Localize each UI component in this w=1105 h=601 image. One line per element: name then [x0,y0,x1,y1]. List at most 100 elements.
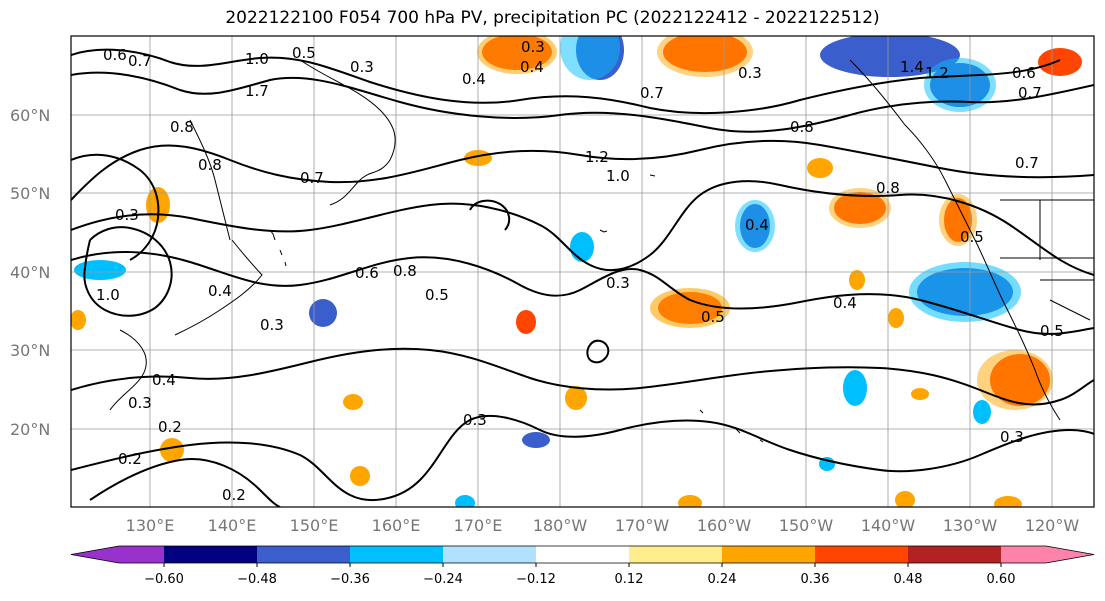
precip-patch [74,260,126,280]
colorbar-tick-label: −0.60 [144,572,184,587]
precip-patch [909,262,1021,322]
colorbar-swatch [815,546,909,563]
contour-label: 1.2 [925,64,949,82]
latitude-labels: 60°N 50°N 40°N 30°N 20°N [10,106,50,439]
contour-label: 0.2 [158,418,182,436]
precip-patch [888,308,904,328]
colorbar-outline [70,545,1095,564]
lat-label: 40°N [10,263,50,282]
contour-label: 0.6 [103,46,127,64]
lon-label: 120°W [1025,516,1080,535]
contour-label: 1.0 [245,50,269,68]
contour-label: 0.6 [355,264,379,282]
colorbar-tick-label: −0.48 [237,572,277,587]
contour-label: 0.3 [128,394,152,412]
contour-label: 0.3 [463,411,487,429]
lon-label: 160°E [372,516,421,535]
precip-patch [455,495,475,507]
precip-patch [71,310,86,330]
contour-label: 0.4 [745,216,769,234]
contour-label: 0.3 [606,274,630,292]
map-frame [70,35,1095,508]
contour-label: 0.8 [393,262,417,280]
lon-label: 170°W [615,516,670,535]
colorbar-swatch [164,546,258,563]
contour-label: 0.5 [701,308,725,326]
precip-patch [895,491,915,507]
lon-label: 140°E [208,516,257,535]
precip-patch [820,36,960,77]
precip-patch [560,36,620,80]
lon-label: 130°E [126,516,175,535]
precip-patch [829,188,891,228]
lon-label: 180°W [533,516,588,535]
coastlines [109,59,1094,443]
contour-label: 0.2 [118,450,142,468]
precip-patch [939,194,977,246]
colorbar-swatch [257,546,351,563]
contour-label: 1.7 [245,82,269,100]
contour-label: 0.2 [222,486,246,504]
graticule [71,36,1094,507]
colorbar-tick-label: 0.48 [894,572,923,587]
precip-patch [911,388,929,400]
precip-patch [350,466,370,486]
contour-label: 0.3 [115,206,139,224]
contour-label: 0.4 [833,294,857,312]
precip-patch [973,400,991,424]
colorbar-swatch [722,546,816,563]
precip-patch [807,158,833,178]
contour-label: 0.5 [425,286,449,304]
precip-patch [735,200,775,252]
precip-patch [309,299,337,327]
precip-patch [160,438,184,462]
contour-label: 0.3 [521,38,545,56]
precip-patch [343,394,363,410]
lat-label: 60°N [10,106,50,125]
contour-label: 0.4 [152,371,176,389]
lat-label: 30°N [10,341,50,360]
lat-label: 20°N [10,420,50,439]
colorbar-swatch [350,546,444,563]
colorbar-tick-label: −0.24 [423,572,463,587]
precip-patch [977,350,1053,410]
contour-label: 0.7 [640,84,664,102]
colorbar-tick-label: 0.60 [987,572,1016,587]
contour-label: 0.3 [350,58,374,76]
lon-label: 150°E [290,516,339,535]
colorbar-swatch [71,546,164,563]
precip-shading [71,36,1082,507]
contour-label: 0.3 [260,316,284,334]
contour-label: 0.4 [208,282,232,300]
colorbar-swatch [908,546,1002,563]
lon-label: 130°W [943,516,998,535]
contour-label: 0.7 [1015,154,1039,172]
precip-patch [522,432,550,448]
lon-label: 160°W [697,516,752,535]
colorbar-tick-label: −0.36 [330,572,370,587]
contour-label: 0.8 [790,118,814,136]
precip-patch [477,36,557,74]
contour-label: 0.8 [170,118,194,136]
chart-title: 2022122100 F054 700 hPa PV, precipitatio… [225,8,880,28]
contour-label: 0.4 [520,58,544,76]
contour-label: 1.0 [96,286,120,304]
colorbar: −0.60 −0.48 −0.36 −0.24 −0.12 0.12 0.24 0.36 0.4… [70,545,1095,587]
colorbar-tick-label: −0.12 [516,572,556,587]
contour-label: 0.7 [128,52,152,70]
precip-patch [657,36,753,77]
precip-patch [650,288,730,328]
contour-label: 0.8 [876,179,900,197]
lon-label: 140°W [861,516,916,535]
precip-patch [994,496,1022,507]
contour-label: 0.5 [1040,322,1064,340]
contour-label: 0.5 [292,44,316,62]
contour-label: 0.7 [300,169,324,187]
colorbar-tick-label: 0.24 [708,572,737,587]
precip-patch [1038,48,1082,76]
colorbar-tick-label: 0.36 [801,572,830,587]
lat-label: 50°N [10,184,50,203]
contour-label: 1.4 [900,58,924,76]
contour-label: 0.3 [738,64,762,82]
